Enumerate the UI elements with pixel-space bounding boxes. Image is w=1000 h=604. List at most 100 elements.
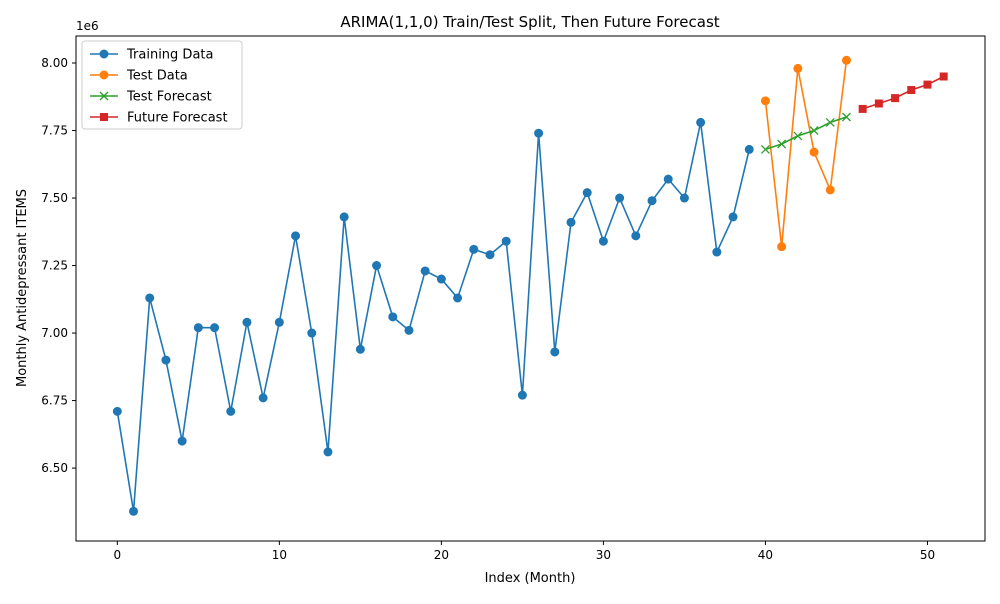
training-data-point <box>501 236 511 246</box>
training-data-point <box>291 231 301 241</box>
training-data-point <box>631 231 641 241</box>
training-data-point <box>598 236 608 246</box>
training-data-point <box>436 274 446 284</box>
plot-frame <box>75 35 986 542</box>
test-data-line <box>764 60 848 247</box>
y-axis-label: Monthly Antidepressant ITEMS <box>15 189 30 387</box>
training-data-point <box>696 117 706 127</box>
training-data-point <box>615 193 625 203</box>
training-data-series <box>112 117 754 516</box>
legend-item-training-data: Training Data <box>90 48 213 63</box>
legend-label: Test Data <box>126 69 188 84</box>
y-tick-label: 7.50 <box>41 191 68 205</box>
legend: Training Data Test Data Test Forecast Futur… <box>81 40 243 130</box>
test-forecast-point <box>760 144 770 154</box>
test-data-point <box>841 55 851 65</box>
future-forecast-point <box>858 104 867 113</box>
training-data-point <box>388 312 398 322</box>
training-data-point <box>112 406 122 416</box>
training-data-point <box>728 212 738 222</box>
training-data-point <box>404 325 414 335</box>
legend-item-future-forecast: Future Forecast <box>90 111 228 126</box>
test-data-point <box>760 96 770 106</box>
training-data-point <box>129 506 139 516</box>
y-offset-label: 1e6 <box>76 19 99 33</box>
training-data-point <box>420 266 430 276</box>
training-data-point <box>307 328 317 338</box>
training-data-point <box>712 247 722 257</box>
training-data-point <box>517 390 527 400</box>
x-tick-label: 50 <box>920 548 935 562</box>
x-axis: 0 10 20 30 40 50 <box>113 541 935 562</box>
legend-marker <box>99 49 109 59</box>
test-data-point <box>809 147 819 157</box>
future-forecast-point <box>939 72 948 81</box>
legend-label: Future Forecast <box>127 111 228 126</box>
y-axis: 6.50 6.75 7.00 7.25 7.50 7.75 8.00 <box>41 56 76 475</box>
training-data-point <box>258 393 268 403</box>
test-forecast-point <box>825 117 835 127</box>
training-data-point <box>177 436 187 446</box>
x-axis-label: Index (Month) <box>485 571 576 586</box>
legend-item-test-data: Test Data <box>90 69 188 84</box>
training-data-point <box>242 317 252 327</box>
test-forecast-point <box>777 139 787 149</box>
y-tick-label: 6.50 <box>41 461 68 475</box>
training-data-point <box>339 212 349 222</box>
training-data-point <box>161 355 171 365</box>
y-tick-label: 7.25 <box>41 259 68 273</box>
training-data-point <box>323 447 333 457</box>
training-data-point <box>453 293 463 303</box>
x-tick-label: 0 <box>113 548 121 562</box>
training-data-point <box>469 244 479 254</box>
training-data-line <box>116 122 751 512</box>
y-tick-label: 7.75 <box>41 124 68 138</box>
training-data-point <box>744 144 754 154</box>
training-data-point <box>226 406 236 416</box>
training-data-point <box>485 250 495 260</box>
test-data-series <box>760 55 851 252</box>
training-data-point <box>566 217 576 227</box>
chart-title: ARIMA(1,1,0) Train/Test Split, Then Futu… <box>340 13 719 31</box>
test-forecast-series <box>760 112 851 154</box>
x-tick-label: 30 <box>596 548 611 562</box>
x-tick-label: 10 <box>272 548 287 562</box>
y-tick-label: 6.75 <box>41 394 68 408</box>
test-data-point <box>777 242 787 252</box>
test-data-point <box>793 63 803 73</box>
test-forecast-point <box>793 131 803 141</box>
training-data-point <box>210 323 220 333</box>
training-data-point <box>193 323 203 333</box>
future-forecast-series <box>858 72 948 113</box>
training-data-point <box>145 293 155 303</box>
test-data-point <box>825 185 835 195</box>
axes <box>75 35 986 542</box>
training-data-point <box>647 196 657 206</box>
legend-item-test-forecast: Test Forecast <box>90 90 212 105</box>
legend-label: Test Forecast <box>126 90 212 105</box>
x-tick-label: 40 <box>758 548 773 562</box>
future-forecast-point <box>874 99 883 108</box>
test-forecast-point <box>809 126 819 135</box>
legend-frame <box>81 40 243 130</box>
training-data-point <box>550 347 560 357</box>
training-data-point <box>582 188 592 198</box>
training-data-point <box>274 317 284 327</box>
training-data-point <box>534 128 544 138</box>
test-forecast-point <box>842 112 851 122</box>
y-tick-label: 7.00 <box>41 326 68 340</box>
training-data-point <box>355 344 365 354</box>
y-tick-label: 8.00 <box>41 56 68 70</box>
future-forecast-point <box>891 94 900 103</box>
legend-marker <box>100 113 108 121</box>
test-forecast-line <box>765 116 847 151</box>
legend-label: Training Data <box>126 48 213 63</box>
legend-marker <box>99 70 109 80</box>
training-data-point <box>372 261 382 271</box>
future-forecast-point <box>907 86 916 95</box>
legend-marker <box>99 91 109 101</box>
training-data-point <box>663 174 673 184</box>
x-tick-label: 20 <box>434 548 449 562</box>
future-forecast-point <box>923 80 932 89</box>
